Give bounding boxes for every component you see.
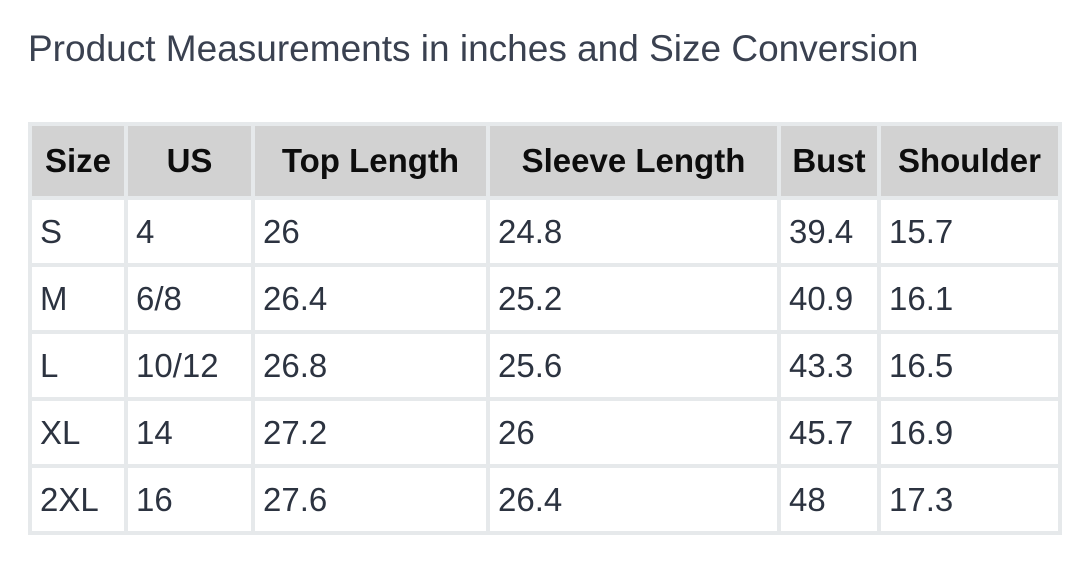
table-header-row: Size US Top Length Sleeve Length Bust Sh… <box>28 122 1062 200</box>
cell-top-length: 27.2 <box>251 397 490 468</box>
cell-size: M <box>28 263 128 334</box>
table-row-m: M 6/8 26.4 25.2 40.9 16.1 <box>28 263 1062 334</box>
cell-shoulder: 17.3 <box>877 464 1062 535</box>
table-row-xl: XL 14 27.2 26 45.7 16.9 <box>28 397 1062 468</box>
cell-top-length: 26 <box>251 196 490 267</box>
cell-shoulder: 15.7 <box>877 196 1062 267</box>
column-header-size: Size <box>28 122 128 200</box>
cell-shoulder: 16.5 <box>877 330 1062 401</box>
cell-bust: 39.4 <box>777 196 881 267</box>
page-title: Product Measurements in inches and Size … <box>28 28 919 69</box>
size-conversion-table: Size US Top Length Sleeve Length Bust Sh… <box>28 122 1062 535</box>
table-row-l: L 10/12 26.8 25.6 43.3 16.5 <box>28 330 1062 401</box>
cell-top-length: 26.8 <box>251 330 490 401</box>
cell-us: 10/12 <box>124 330 255 401</box>
cell-size: XL <box>28 397 128 468</box>
cell-us: 16 <box>124 464 255 535</box>
column-header-sleeve-length: Sleeve Length <box>486 122 781 200</box>
cell-sleeve-length: 26 <box>486 397 781 468</box>
cell-shoulder: 16.9 <box>877 397 1062 468</box>
cell-bust: 45.7 <box>777 397 881 468</box>
cell-sleeve-length: 24.8 <box>486 196 781 267</box>
cell-size: L <box>28 330 128 401</box>
cell-size: 2XL <box>28 464 128 535</box>
cell-us: 6/8 <box>124 263 255 334</box>
cell-sleeve-length: 26.4 <box>486 464 781 535</box>
cell-shoulder: 16.1 <box>877 263 1062 334</box>
cell-sleeve-length: 25.2 <box>486 263 781 334</box>
column-header-shoulder: Shoulder <box>877 122 1062 200</box>
column-header-top-length: Top Length <box>251 122 490 200</box>
table-row-s: S 4 26 24.8 39.4 15.7 <box>28 196 1062 267</box>
cell-sleeve-length: 25.6 <box>486 330 781 401</box>
column-header-us: US <box>124 122 255 200</box>
column-header-bust: Bust <box>777 122 881 200</box>
cell-bust: 48 <box>777 464 881 535</box>
cell-us: 4 <box>124 196 255 267</box>
cell-top-length: 26.4 <box>251 263 490 334</box>
cell-bust: 43.3 <box>777 330 881 401</box>
cell-bust: 40.9 <box>777 263 881 334</box>
cell-size: S <box>28 196 128 267</box>
table-row-2xl: 2XL 16 27.6 26.4 48 17.3 <box>28 464 1062 535</box>
cell-us: 14 <box>124 397 255 468</box>
cell-top-length: 27.6 <box>251 464 490 535</box>
